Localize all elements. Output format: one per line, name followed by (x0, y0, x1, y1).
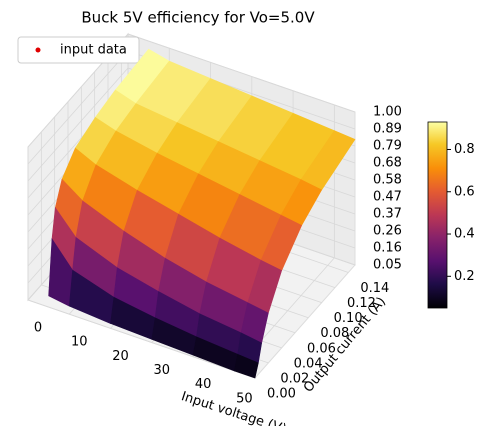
surface-patch (234, 353, 259, 379)
z-tick-label: 0.47 (373, 190, 402, 205)
legend-box (17, 36, 140, 64)
legend-label: input data (60, 43, 127, 58)
z-tick-label: 0.16 (373, 240, 402, 255)
x-tick-label: 40 (195, 377, 212, 392)
x-tick-label: 30 (154, 363, 171, 378)
grid-line (27, 299, 256, 379)
grid-line (127, 33, 356, 113)
z-tick-label: 0.05 (373, 258, 402, 273)
x-tick-label: 50 (236, 391, 253, 406)
z-tick-label: 0.89 (373, 122, 402, 137)
z-tick-label: 1.00 (373, 105, 402, 120)
y-tick-label: 0.14 (360, 281, 389, 296)
y-tick-label: 0.10 (334, 311, 363, 326)
x-tick-label: 0 (34, 321, 42, 336)
z-tick-label: 0.68 (373, 156, 402, 171)
colorbar-tick-label: 0.2 (454, 269, 475, 284)
y-tick-label: 0.06 (307, 341, 336, 356)
grid-line (27, 50, 129, 165)
colorbar-tick-label: 0.8 (454, 142, 475, 157)
colorbar (427, 121, 448, 309)
chart-title: Buck 5V efficiency for Vo=5.0V (81, 9, 315, 27)
legend-marker (35, 47, 41, 53)
grid-line (27, 67, 129, 182)
colorbar-tick-label: 0.6 (454, 184, 475, 199)
z-tick-label: 0.37 (373, 206, 402, 221)
y-tick-label: 0.08 (320, 326, 349, 341)
z-tick-label: 0.79 (373, 138, 402, 153)
y-tick-label: 0.04 (294, 356, 323, 371)
y-tick-label: 0.00 (267, 387, 296, 402)
z-tick-label: 0.26 (373, 224, 402, 239)
colorbar-tick-label: 0.4 (454, 227, 475, 242)
x-tick-label: 10 (71, 335, 88, 350)
y-tick-label: 0.02 (280, 371, 309, 386)
z-tick-label: 0.58 (373, 172, 402, 187)
y-tick-label: 0.12 (347, 296, 376, 311)
x-tick-label: 20 (112, 349, 129, 364)
